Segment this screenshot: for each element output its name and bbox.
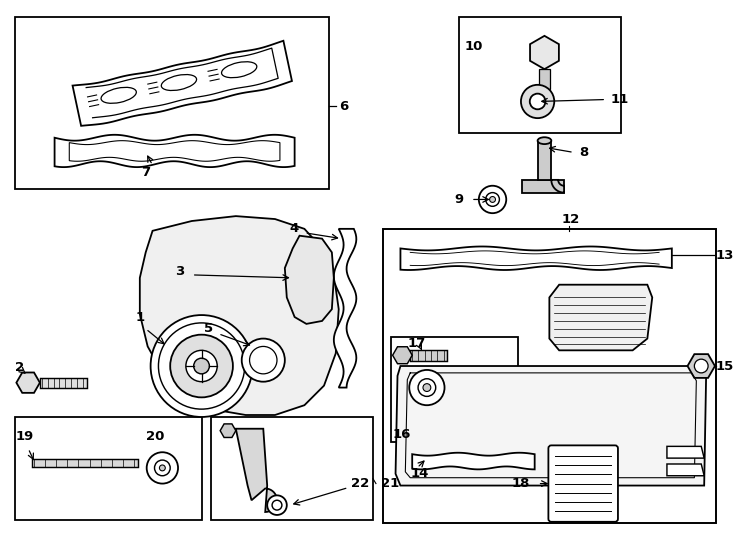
Text: 15: 15 [716, 360, 734, 373]
Circle shape [521, 85, 554, 118]
Circle shape [479, 186, 506, 213]
Circle shape [267, 495, 287, 515]
Bar [15, 17, 329, 188]
Circle shape [490, 197, 495, 202]
Text: 6: 6 [338, 100, 348, 113]
FancyBboxPatch shape [548, 446, 618, 522]
Text: 22: 22 [352, 477, 370, 490]
Polygon shape [16, 373, 40, 393]
Text: 17: 17 [407, 337, 426, 350]
Polygon shape [551, 180, 564, 193]
Polygon shape [667, 447, 704, 458]
Text: 2: 2 [15, 361, 24, 374]
Text: 14: 14 [410, 467, 429, 480]
Text: 5: 5 [205, 322, 214, 335]
Bar [539, 69, 550, 89]
Bar [40, 378, 87, 388]
Circle shape [418, 379, 436, 396]
Text: 9: 9 [454, 193, 463, 206]
Circle shape [159, 465, 165, 471]
Bar [383, 229, 716, 523]
Circle shape [410, 370, 445, 405]
Bar [522, 180, 564, 193]
Circle shape [241, 339, 285, 382]
Circle shape [486, 193, 499, 206]
Text: 4: 4 [290, 222, 299, 235]
Circle shape [155, 460, 170, 476]
Text: 7: 7 [141, 166, 150, 179]
Bar [537, 141, 551, 180]
Polygon shape [334, 229, 356, 388]
Polygon shape [54, 135, 294, 167]
Polygon shape [393, 347, 413, 364]
Circle shape [194, 358, 209, 374]
Polygon shape [667, 464, 704, 476]
Polygon shape [236, 429, 277, 512]
Circle shape [530, 93, 545, 109]
Ellipse shape [537, 137, 551, 144]
Bar [32, 459, 138, 467]
Polygon shape [220, 424, 236, 437]
Bar [410, 350, 448, 361]
Text: 16: 16 [393, 428, 411, 441]
Text: 21: 21 [381, 477, 399, 490]
Polygon shape [285, 235, 334, 324]
Circle shape [694, 359, 708, 373]
Polygon shape [73, 40, 292, 126]
Polygon shape [688, 354, 715, 378]
Text: 18: 18 [512, 477, 530, 490]
Text: 13: 13 [716, 249, 734, 262]
Text: 19: 19 [15, 430, 34, 443]
Circle shape [250, 347, 277, 374]
Circle shape [159, 323, 244, 409]
Circle shape [272, 500, 282, 510]
Bar [211, 417, 373, 520]
Polygon shape [413, 453, 534, 469]
Text: 20: 20 [146, 430, 164, 443]
Text: 11: 11 [610, 93, 628, 106]
Polygon shape [530, 36, 559, 69]
Polygon shape [401, 246, 672, 270]
Bar [390, 336, 518, 442]
Text: 12: 12 [561, 213, 579, 226]
Circle shape [186, 350, 217, 382]
Bar [15, 417, 202, 520]
Text: 3: 3 [175, 266, 184, 279]
Circle shape [423, 383, 431, 392]
Circle shape [170, 335, 233, 397]
Polygon shape [396, 366, 706, 485]
Polygon shape [139, 216, 338, 415]
Bar [459, 17, 621, 133]
Text: 8: 8 [578, 146, 588, 159]
Circle shape [150, 315, 252, 417]
Polygon shape [549, 285, 653, 350]
Text: 1: 1 [136, 310, 145, 323]
Text: 10: 10 [464, 40, 482, 53]
Circle shape [147, 452, 178, 484]
